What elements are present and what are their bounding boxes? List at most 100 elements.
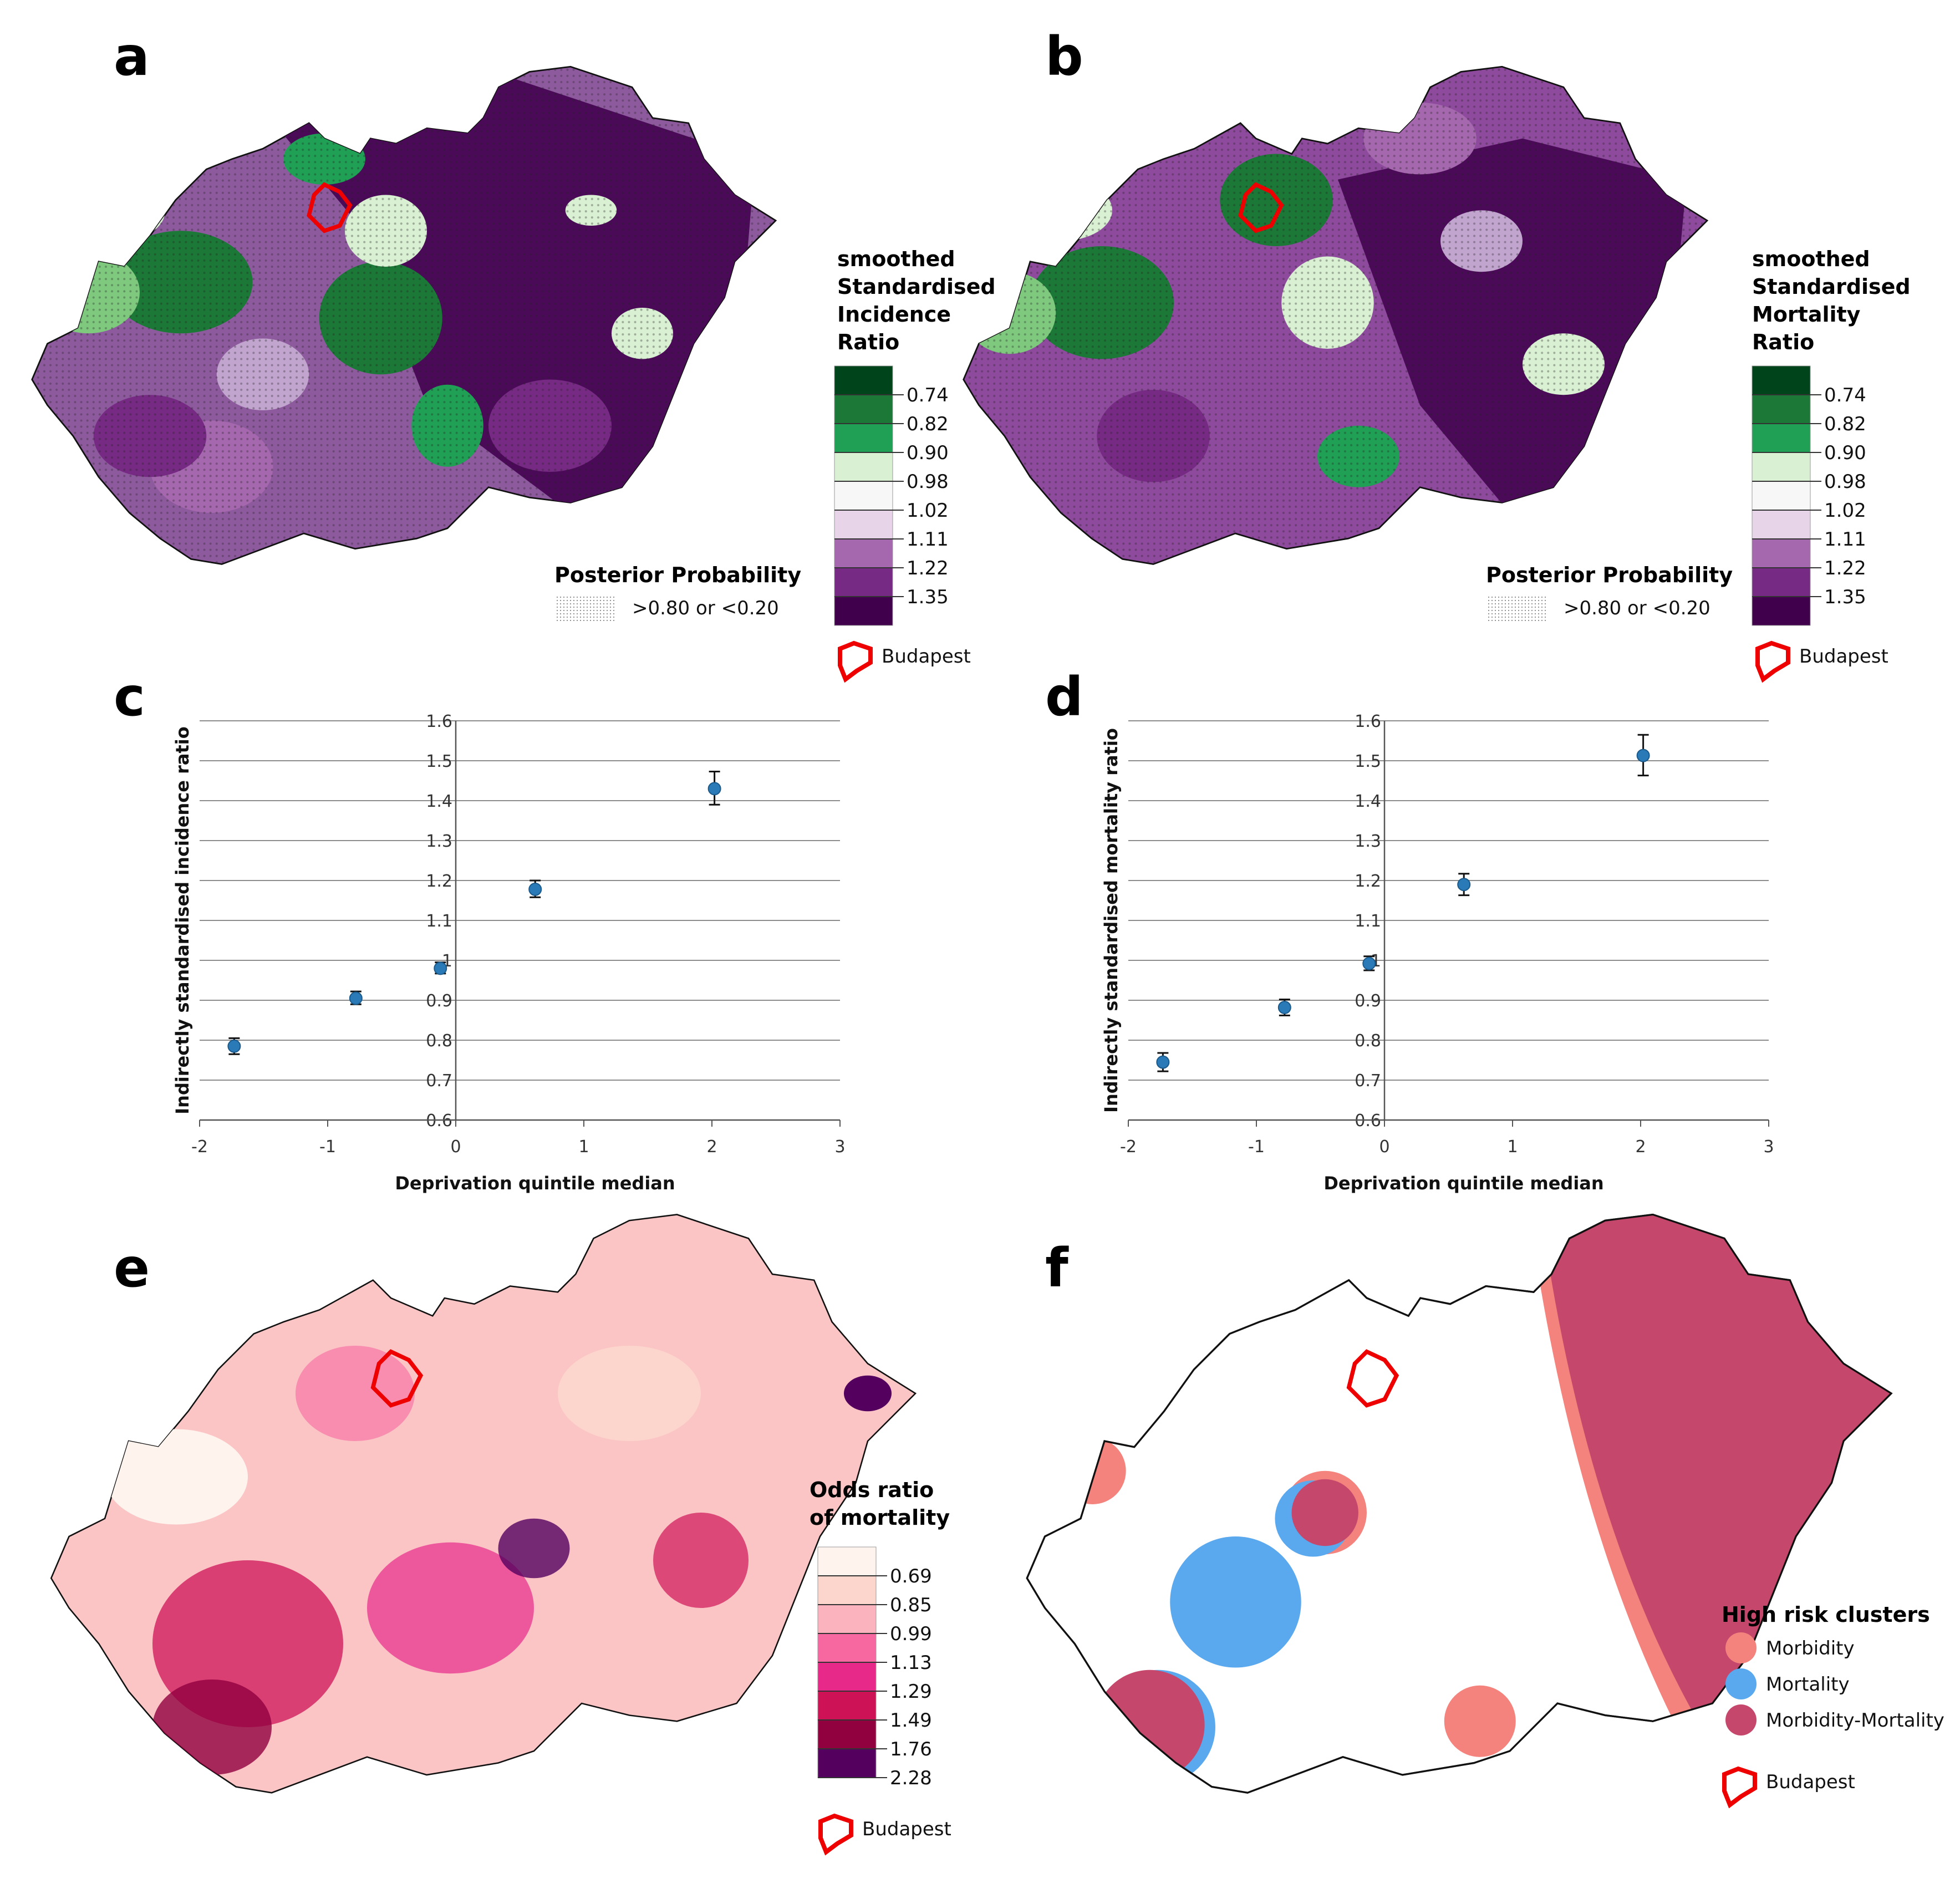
budapest-icon-e [818,1813,853,1856]
x-tick-label: 2 [706,1137,717,1157]
posterior-title-a: Posterior Probability [554,563,801,587]
budapest-label-e: Budapest [862,1818,951,1840]
legend-e-swatch [817,1662,877,1692]
x-tick-label: -1 [319,1137,336,1157]
budapest-icon-a [838,640,873,683]
data-point [1277,1000,1291,1014]
x-tick-label: -2 [191,1137,208,1157]
x-tick-label: 1 [578,1137,589,1157]
posterior-swatch-b [1486,596,1547,621]
y-tick-label: 0.6 [426,1111,452,1131]
y-tick-label: 1.6 [1355,712,1381,731]
legend-e-swatch [817,1633,877,1663]
legend-b-swatch [1752,538,1811,568]
panel-label-e: e [114,1237,150,1299]
legend-a-swatch [834,394,893,424]
legend-f-swatch [1725,1704,1757,1736]
legend-b-break: 1.11 [1824,528,1866,551]
panel-label-c: c [114,666,145,728]
legend-a-title: smoothed Standardised Incidence Ratio [837,247,1003,354]
budapest-label-f: Budapest [1766,1771,1855,1793]
posterior-text-a: >0.80 or <0.20 [632,597,779,619]
legend-a-swatch [834,481,893,511]
x-tick-label: 0 [450,1137,461,1157]
x-tick-label: 1 [1507,1137,1518,1157]
budapest-icon-f [1722,1766,1757,1809]
y-tick-label: 0.7 [1355,1071,1381,1091]
legend-a-break: 0.74 [907,384,949,406]
panel-a: a [31,26,1003,683]
legend-e-swatch [817,1691,877,1721]
map-e [50,1214,917,1794]
legend-f-swatch [1725,1632,1757,1663]
legend-f-item-label: Morbidity-Mortality [1766,1709,1944,1732]
data-point [1362,956,1376,970]
y-tick-label: 0.7 [426,1071,452,1091]
legend-b-break: 1.35 [1824,586,1866,608]
legend-b-swatch [1752,596,1811,626]
data-point [434,961,447,975]
legend-e-break: 1.13 [890,1652,932,1674]
legend-a-break: 0.82 [907,413,949,435]
legend-b-swatch [1752,510,1811,540]
legend-a-swatch [834,538,893,568]
legend-e-swatch [817,1604,877,1634]
budapest-label-a: Budapest [882,645,971,668]
panel-label-d: d [1045,666,1083,728]
legend-a-swatch [834,365,893,395]
y-tick-label: 0.9 [1355,991,1381,1011]
legend-e-swatch [817,1748,877,1778]
legend-e-title: Odds ratio of mortality [810,1478,950,1530]
y-axis-label-d: Indirectly standardised mortality ratio [1101,728,1122,1113]
y-tick-label: 1.2 [1355,872,1381,891]
panel-label-b: b [1045,26,1083,88]
data-point [1457,878,1471,892]
legend-b-swatch [1752,365,1811,395]
y-tick-label: 0.9 [426,991,452,1011]
panel-d: d 0.60.70.80.911.11.21.31.41.51.6-2 -1 0 1 2… [1045,666,1774,1194]
posterior-text-b: >0.80 or <0.20 [1564,597,1710,619]
y-tick-label: 0.8 [426,1031,452,1051]
legend-f-item-label: Mortality [1766,1673,1850,1696]
legend-e-break: 0.85 [890,1594,932,1616]
x-tick-label: 3 [834,1137,845,1157]
map-b [963,65,1708,565]
legend-b-break: 0.82 [1824,413,1866,435]
legend-f-item-label: Morbidity [1766,1637,1855,1660]
legend-e-break: 0.99 [890,1623,932,1645]
data-point [227,1039,241,1053]
legend-e-break: 1.49 [890,1709,932,1732]
y-tick-label: 0.6 [1355,1111,1381,1131]
legend-e: Odds ratio of mortality 0.69 0.85 0.99 1.13… [810,1478,951,1856]
legend-a-break: 1.02 [907,500,949,522]
legend-a-break: 1.22 [907,557,949,579]
budapest-icon-b [1755,640,1790,683]
legend-b-break: 0.98 [1824,471,1866,493]
y-tick-label: 1.4 [426,792,452,811]
legend-e-break: 0.69 [890,1565,932,1587]
scatter-chart-c: 0.60.70.80.911.11.21.31.41.51.6-2 -1 0 1 2 3 [191,712,846,1157]
x-axis-label-c: Deprivation quintile median [395,1173,675,1194]
legend-a-swatch [834,452,893,482]
legend-e-swatch [817,1575,877,1605]
x-tick-label: -2 [1120,1137,1137,1157]
data-point [1156,1055,1170,1069]
legend-a-swatch [834,510,893,540]
legend-b-swatch [1752,567,1811,597]
data-point [1636,749,1650,762]
legend-b-swatch [1752,394,1811,424]
y-tick-label: 1.1 [1355,912,1381,931]
y-tick-label: 1.4 [1355,792,1381,811]
y-tick-label: 0.8 [1355,1031,1381,1051]
legend-b-swatch [1752,423,1811,453]
budapest-label-b: Budapest [1799,645,1888,668]
data-point [528,882,542,896]
legend-b-break: 0.90 [1824,442,1866,464]
legend-b-swatch [1752,481,1811,511]
y-tick-label: 1.6 [426,712,452,731]
data-point [707,782,721,796]
legend-e-break: 1.76 [890,1738,932,1760]
legend-b-break: 0.74 [1824,384,1866,406]
x-tick-label: 0 [1379,1137,1389,1157]
y-tick-label: 1.3 [426,832,452,851]
